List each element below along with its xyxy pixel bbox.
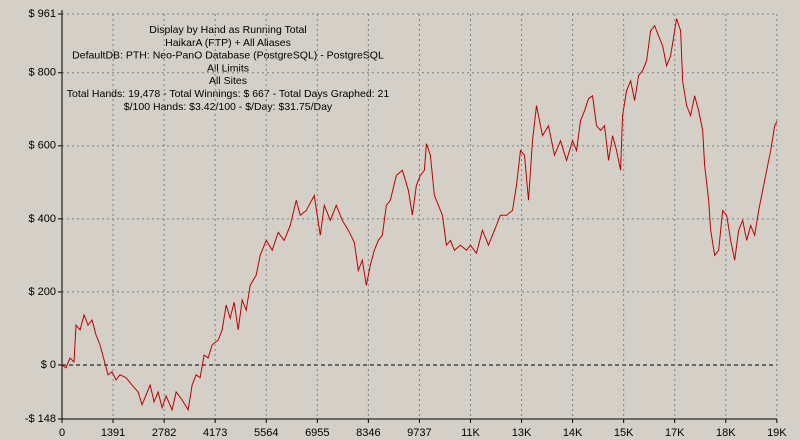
x-tick-label: 9737: [407, 427, 431, 439]
x-tick-label: 18K: [716, 427, 736, 439]
x-tick-label: 8346: [356, 427, 380, 439]
annotation: All Limits: [207, 62, 249, 74]
x-tick-label: 6955: [305, 427, 329, 439]
annotation: $/100 Hands: $3.42/100 - $/Day: $31.75/D…: [124, 101, 333, 113]
x-tick-label: 11K: [461, 427, 480, 439]
x-tick-label: 1391: [101, 427, 125, 439]
chart-title: Display by Hand as Running Total: [149, 24, 306, 36]
x-tick-label: 0: [59, 427, 65, 439]
line-series: [61, 18, 778, 412]
y-tick-label: -$ 148: [25, 413, 56, 425]
y-tick-label: $ 200: [28, 286, 56, 298]
y-tick-label: $ 800: [28, 67, 56, 79]
annotation: All Sites: [209, 75, 247, 87]
annotation: HaikarA (FTP) + All Aliases: [165, 37, 291, 49]
x-tick-label: 14K: [563, 427, 583, 439]
y-tick-label: $ 400: [28, 213, 56, 225]
x-tick-label: 15K: [614, 427, 634, 439]
x-tick-label: 5564: [254, 427, 278, 439]
x-tick-label: 13K: [512, 427, 532, 439]
annotation: DefaultDB: PTH: Neo-PanO Database (Postg…: [72, 50, 384, 62]
y-tick-label: $ 0: [41, 359, 56, 371]
x-tick-label: 17K: [665, 427, 685, 439]
y-tick-label: $ 600: [28, 140, 56, 152]
x-tick-label: 19K: [767, 427, 787, 439]
y-tick-label: $ 961: [28, 8, 56, 20]
x-tick-label: 2782: [152, 427, 176, 439]
annotation: Total Hands: 19,478 - Total Winnings: $ …: [67, 88, 390, 100]
x-tick-label: 4173: [203, 427, 227, 439]
